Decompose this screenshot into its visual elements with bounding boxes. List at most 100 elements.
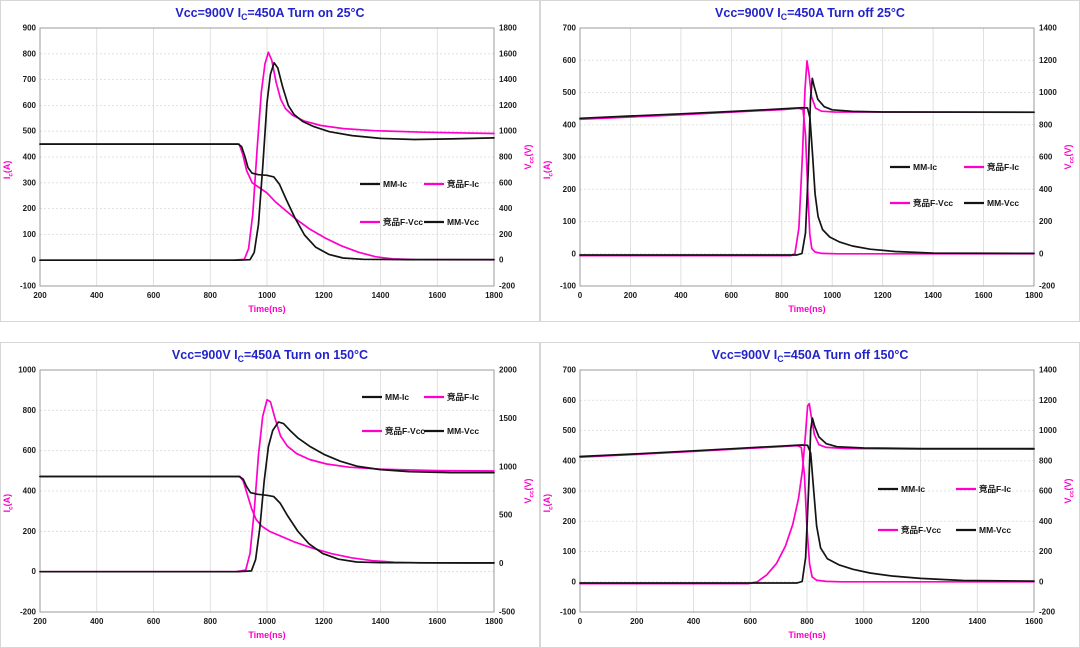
legend-label-MM-Ic: MM-Ic xyxy=(901,484,925,494)
series-line-MM-Ic xyxy=(39,61,495,262)
y-left-tick-label: 900 xyxy=(23,24,37,33)
y-left-tick-label: -100 xyxy=(560,608,577,617)
x-tick-label: 1000 xyxy=(258,617,276,626)
chart-turn-off-150c: 0 200 400 600 800 1000 1200 1400 1600-1000100200… xyxy=(540,342,1080,648)
y-left-tick-label: 0 xyxy=(32,256,37,265)
y-left-tick-label: 500 xyxy=(23,127,37,136)
y-right-tick-label: 1000 xyxy=(1039,426,1057,435)
y-right-tick-label: 0 xyxy=(1039,249,1044,258)
y-left-tick-label: 1000 xyxy=(18,366,36,375)
y-left-tick-label: 100 xyxy=(23,230,37,239)
y-right-tick-label: -500 xyxy=(499,608,516,617)
y-right-tick-label: 0 xyxy=(499,559,504,568)
y-right-axis-title: Vcc(V) xyxy=(1063,144,1076,169)
x-tick-label: 1400 xyxy=(924,291,942,300)
y-right-tick-label: 1000 xyxy=(499,462,517,471)
y-right-tick-label: 200 xyxy=(1039,547,1053,556)
y-right-tick-label: 800 xyxy=(1039,456,1053,465)
x-tick-label: 600 xyxy=(147,617,161,626)
x-tick-label: 600 xyxy=(147,291,161,300)
y-right-tick-label: 1400 xyxy=(499,75,517,84)
y-left-tick-label: 0 xyxy=(572,577,577,586)
legend-label-竞品F-Vcc: 竞品F-Vcc xyxy=(382,217,423,227)
x-tick-label: 1200 xyxy=(912,617,930,626)
chart-title: Vcc=900V IC=450A Turn on 150°C xyxy=(172,348,368,364)
legend-label-竞品F-Ic: 竞品F-Ic xyxy=(978,484,1011,494)
y-left-tick-label: 200 xyxy=(23,204,37,213)
y-left-tick-label: 100 xyxy=(563,547,577,556)
y-left-tick-label: 200 xyxy=(563,517,577,526)
series-line-MM-Vcc xyxy=(579,417,1035,584)
y-right-tick-label: -200 xyxy=(1039,608,1056,617)
y-left-tick-label: 100 xyxy=(563,217,577,226)
legend-label-竞品F-Ic: 竞品F-Ic xyxy=(446,179,479,189)
x-tick-label: 1000 xyxy=(855,617,873,626)
x-tick-label: 400 xyxy=(687,617,701,626)
y-left-tick-label: -100 xyxy=(560,282,577,291)
series-line-MM-Ic xyxy=(579,444,1035,582)
series-line-MM-Ic xyxy=(579,106,1035,255)
y-left-tick-label: 800 xyxy=(23,49,37,58)
x-tick-label: 1400 xyxy=(372,617,390,626)
legend-label-MM-Ic: MM-Ic xyxy=(385,392,409,402)
series-line-MM-Vcc xyxy=(579,77,1035,256)
x-axis-title: Time(ns) xyxy=(788,630,825,640)
plot-frame xyxy=(39,369,495,613)
x-tick-label: 1200 xyxy=(315,291,333,300)
chart-turn-off-25c: 0 200 400 600 800 1000 1200 1400 1600 1800-100010… xyxy=(540,0,1080,322)
y-left-tick-label: 500 xyxy=(563,426,577,435)
y-right-tick-label: 1200 xyxy=(1039,56,1057,65)
series-line-竞品F-Ic xyxy=(39,398,495,573)
series-line-竞品F-Vcc xyxy=(579,402,1035,585)
y-left-tick-label: 700 xyxy=(563,366,577,375)
series-line-竞品F-Vcc xyxy=(39,143,495,261)
y-right-tick-label: 600 xyxy=(1039,153,1053,162)
y-right-tick-label: 2000 xyxy=(499,366,517,375)
y-left-axis-title: Ic(A) xyxy=(2,494,15,513)
y-left-tick-label: 300 xyxy=(563,487,577,496)
chart-title: Vcc=900V IC=450A Turn off 25°C xyxy=(715,6,905,22)
y-right-tick-label: 400 xyxy=(1039,185,1053,194)
y-right-tick-label: 200 xyxy=(499,230,513,239)
x-tick-label: 1000 xyxy=(823,291,841,300)
y-right-tick-label: 600 xyxy=(499,178,513,187)
x-tick-label: 800 xyxy=(204,291,218,300)
y-right-axis-title: Vcc(V) xyxy=(1063,478,1076,503)
x-axis-title: Time(ns) xyxy=(788,304,825,314)
y-left-axis-title: Ic(A) xyxy=(2,161,15,180)
series-line-竞品F-Ic xyxy=(39,51,495,262)
x-tick-label: 1800 xyxy=(1025,291,1043,300)
x-tick-label: 200 xyxy=(630,617,644,626)
y-right-tick-label: -200 xyxy=(499,282,516,291)
y-left-tick-label: 600 xyxy=(563,56,577,65)
y-left-tick-label: 200 xyxy=(23,527,37,536)
x-tick-label: 400 xyxy=(674,291,688,300)
y-right-tick-label: 1400 xyxy=(1039,366,1057,375)
legend-label-MM-Vcc: MM-Vcc xyxy=(987,198,1019,208)
x-tick-label: 200 xyxy=(624,291,638,300)
y-left-tick-label: 500 xyxy=(563,88,577,97)
series-line-MM-Ic xyxy=(39,421,495,573)
y-right-tick-label: 600 xyxy=(1039,487,1053,496)
y-right-tick-label: 0 xyxy=(1039,577,1044,586)
plot-frame xyxy=(579,369,1035,613)
y-right-tick-label: 200 xyxy=(1039,217,1053,226)
panel-frame xyxy=(540,0,1080,322)
x-axis-title: Time(ns) xyxy=(248,304,285,314)
y-right-tick-label: 1600 xyxy=(499,49,517,58)
y-left-tick-label: -100 xyxy=(20,282,37,291)
panel-frame xyxy=(0,342,540,648)
y-right-tick-label: 1400 xyxy=(1039,24,1057,33)
x-tick-label: 800 xyxy=(800,617,814,626)
y-left-tick-label: 400 xyxy=(23,153,37,162)
y-left-tick-label: -200 xyxy=(20,608,37,617)
y-left-tick-label: 400 xyxy=(563,456,577,465)
y-right-tick-label: 1800 xyxy=(499,24,517,33)
x-tick-label: 200 xyxy=(33,617,47,626)
y-left-tick-label: 700 xyxy=(563,24,577,33)
y-left-tick-label: 0 xyxy=(572,249,577,258)
y-right-tick-label: 1000 xyxy=(499,127,517,136)
y-left-tick-label: 300 xyxy=(563,153,577,162)
y-left-tick-label: 200 xyxy=(563,185,577,194)
series-line-竞品F-Ic xyxy=(579,107,1035,255)
